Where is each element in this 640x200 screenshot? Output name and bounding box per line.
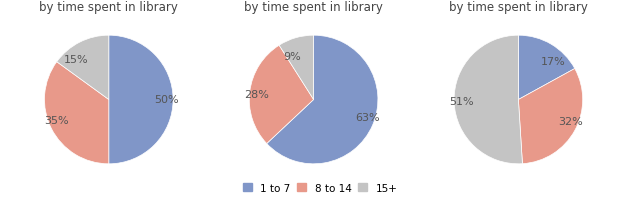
Text: 50%: 50% bbox=[154, 95, 179, 105]
Title: Proportion of postgraduates
by time spent in library: Proportion of postgraduates by time spen… bbox=[436, 0, 601, 14]
Text: 28%: 28% bbox=[244, 89, 269, 99]
Title: Proportion of all students
by time spent in library: Proportion of all students by time spent… bbox=[35, 0, 183, 14]
Text: 9%: 9% bbox=[284, 52, 301, 62]
Wedge shape bbox=[250, 46, 314, 144]
Text: 15%: 15% bbox=[64, 55, 88, 65]
Wedge shape bbox=[279, 36, 314, 100]
Wedge shape bbox=[267, 36, 378, 164]
Title: Proportion of undergraduates
by time spent in library: Proportion of undergraduates by time spe… bbox=[227, 0, 401, 14]
Wedge shape bbox=[45, 62, 109, 164]
Text: 32%: 32% bbox=[558, 117, 582, 127]
Text: 17%: 17% bbox=[541, 56, 566, 66]
Wedge shape bbox=[454, 36, 522, 164]
Legend: 1 to 7, 8 to 14, 15+: 1 to 7, 8 to 14, 15+ bbox=[241, 181, 399, 195]
Wedge shape bbox=[109, 36, 173, 164]
Wedge shape bbox=[57, 36, 109, 100]
Text: 51%: 51% bbox=[449, 96, 474, 106]
Text: 35%: 35% bbox=[44, 115, 68, 125]
Wedge shape bbox=[518, 36, 575, 100]
Text: 63%: 63% bbox=[355, 113, 380, 123]
Wedge shape bbox=[518, 69, 582, 164]
